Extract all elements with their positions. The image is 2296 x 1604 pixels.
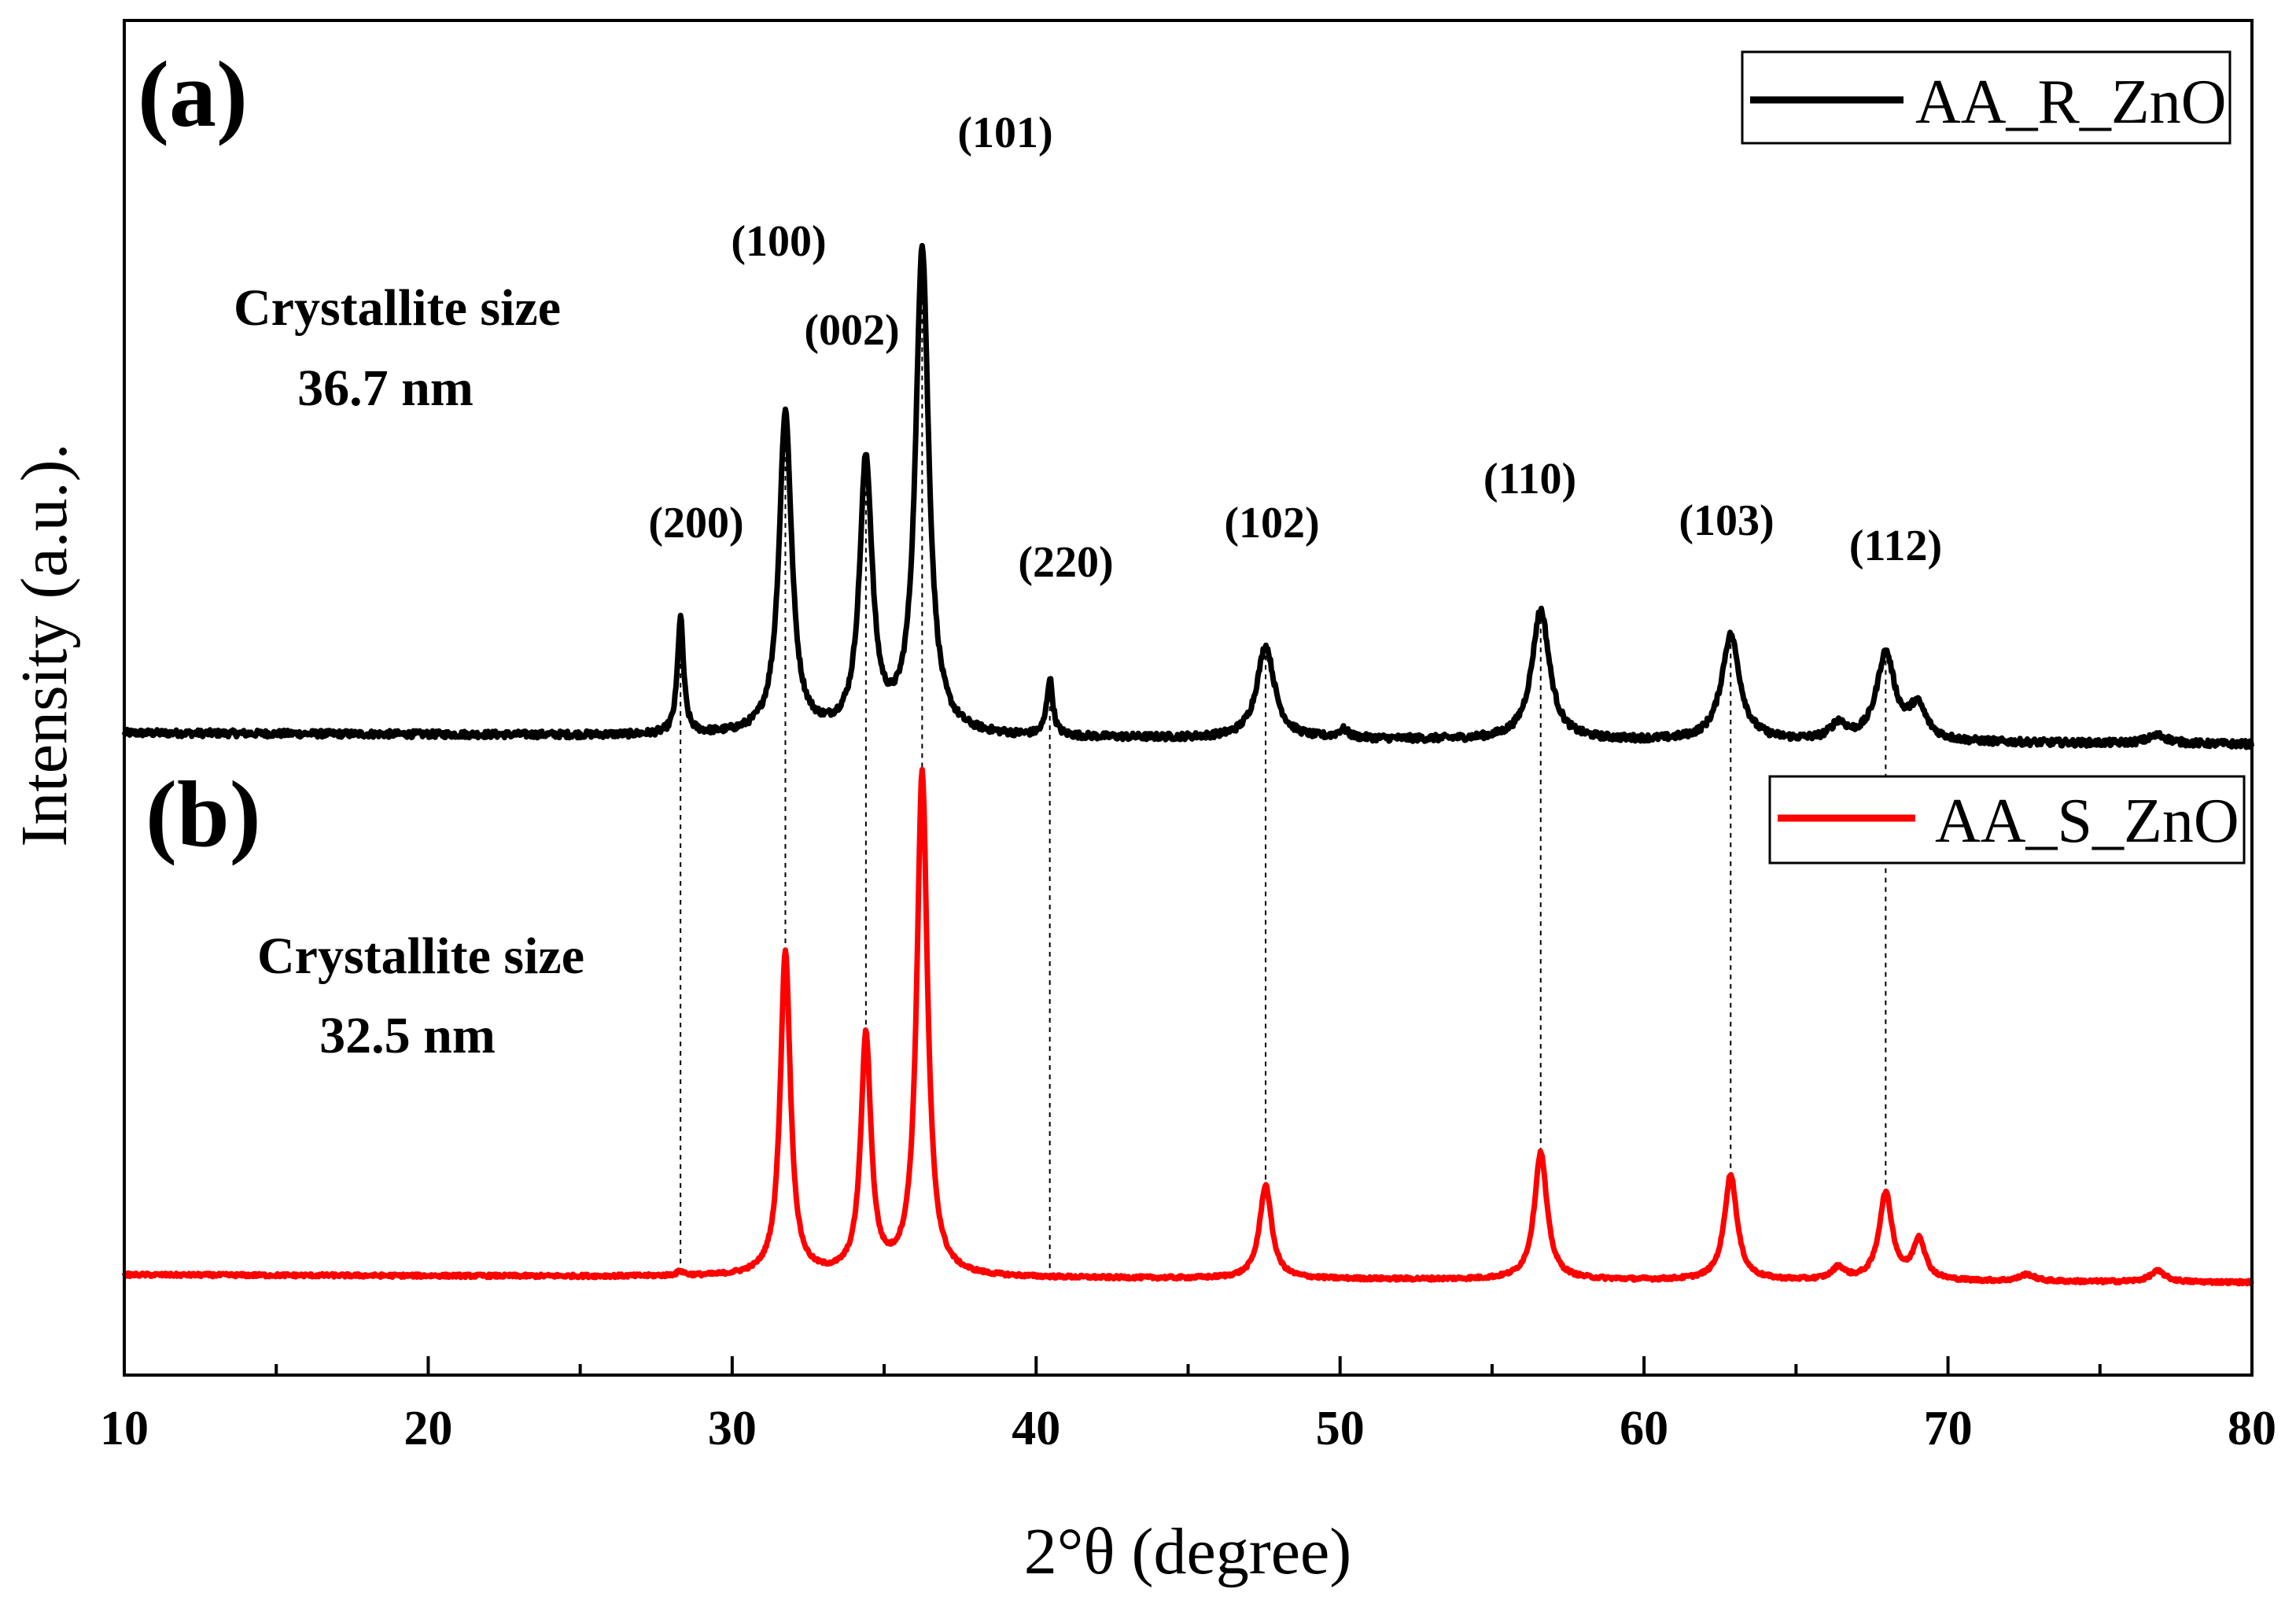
panel-label-a: (a) <box>138 42 248 146</box>
crystallite-value-a: 36.7 nm <box>297 360 474 417</box>
peak-label-101: (101) <box>957 109 1052 157</box>
x-tick-label: 10 <box>100 1402 149 1455</box>
peak-label-002: (002) <box>804 306 899 355</box>
x-axis-ticks: 10 20 30 40 50 60 70 80 <box>100 1356 2276 1455</box>
crystallite-value-b: 32.5 nm <box>319 1007 496 1064</box>
x-tick-label: 50 <box>1316 1402 1365 1455</box>
series-AA_S_ZnO <box>121 766 2254 1287</box>
x-tick-label: 80 <box>2228 1402 2276 1455</box>
x-tick-label: 60 <box>1620 1402 1668 1455</box>
peak-label-102: (102) <box>1224 499 1319 548</box>
x-tick-label: 40 <box>1012 1402 1060 1455</box>
peak-label-103: (103) <box>1679 496 1774 545</box>
legend-b: AA_S_ZnO <box>1768 775 2246 865</box>
crystallite-title-a: Crystallite size <box>234 279 561 337</box>
series-layer <box>121 242 2255 1287</box>
peak-label-112: (112) <box>1849 522 1942 570</box>
series-AA_R_ZnO <box>121 242 2255 750</box>
x-tick-label: 20 <box>404 1402 452 1455</box>
reference-lines <box>680 243 1887 1277</box>
y-axis-label: Intensity (a.u.). <box>8 443 81 846</box>
peak-label-200: (200) <box>648 499 743 548</box>
x-tick-label: 70 <box>1924 1402 1973 1455</box>
x-axis-label: 2°θ (degree) <box>1024 1515 1352 1588</box>
legend-a-text: AA_R_ZnO <box>1915 68 2227 137</box>
panel-label-b: (b) <box>146 761 261 866</box>
x-tick-label: 30 <box>708 1402 757 1455</box>
legend-a: AA_R_ZnO <box>1741 50 2232 145</box>
crystallite-title-b: Crystallite size <box>257 927 584 985</box>
peak-label-100: (100) <box>731 217 826 266</box>
legend-b-text: AA_S_ZnO <box>1935 787 2239 856</box>
peak-label-220: (220) <box>1018 538 1113 587</box>
peak-label-110: (110) <box>1483 455 1576 503</box>
